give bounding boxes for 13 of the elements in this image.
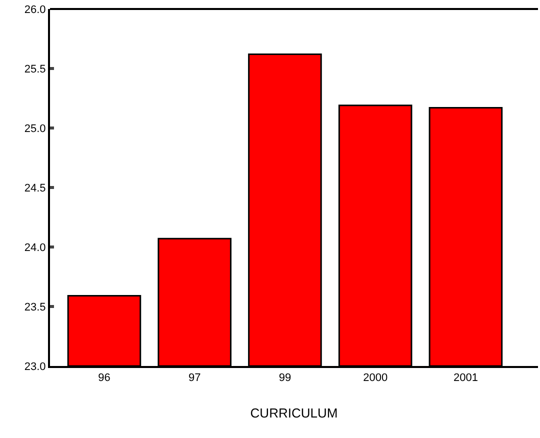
x-tick-label: 96 <box>98 372 110 384</box>
y-tick-label: 25.5 <box>24 63 46 76</box>
y-tick-label: 25.0 <box>24 122 46 135</box>
x-axis-title: CURRICULUM <box>250 405 338 420</box>
x-tick-label: 2000 <box>363 372 388 384</box>
x-tick-label: 2001 <box>453 372 478 384</box>
x-tick-label: 99 <box>278 372 292 384</box>
y-tick-label: 26.0 <box>24 4 46 16</box>
y-tick-label: 24.5 <box>24 182 46 194</box>
x-tick-label: 97 <box>188 372 201 384</box>
y-tick-label: 23.0 <box>24 360 46 373</box>
y-tick-label: 23.5 <box>24 301 46 314</box>
y-tick-label: 24.0 <box>24 242 46 254</box>
